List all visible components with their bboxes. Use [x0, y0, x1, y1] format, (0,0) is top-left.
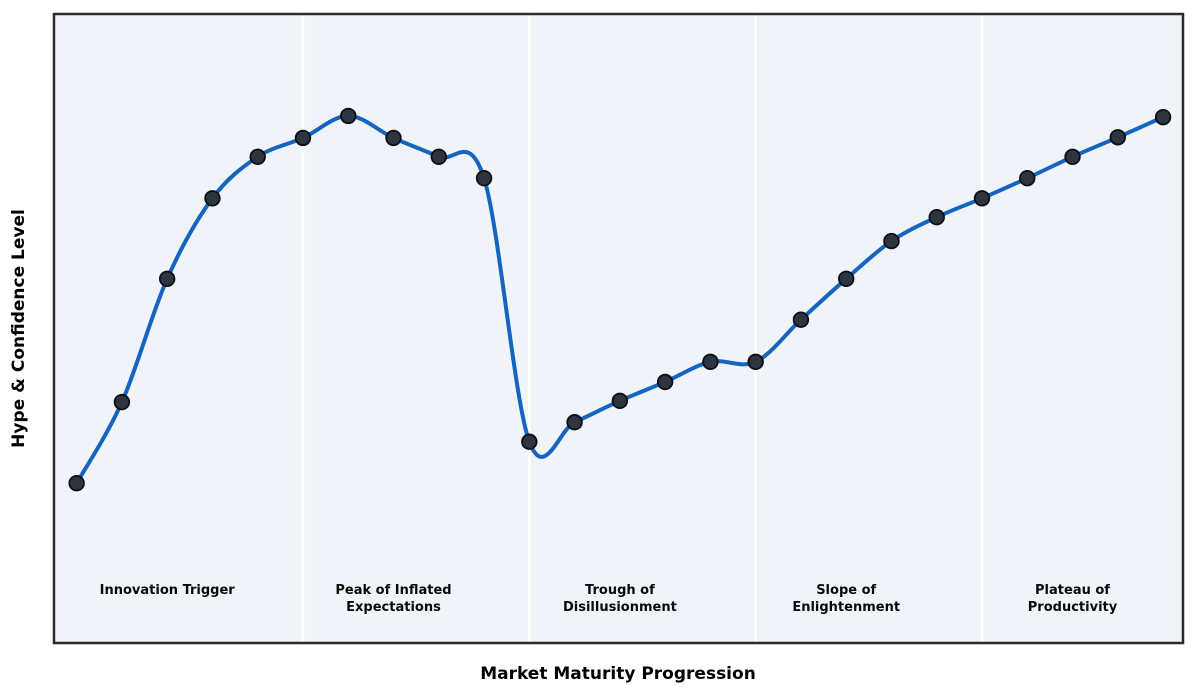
phase-label-line: Peak of Inflated	[335, 583, 451, 598]
data-point-marker	[521, 433, 538, 450]
data-point-marker	[68, 475, 85, 492]
data-point-marker	[1154, 108, 1172, 126]
phase-labels: Innovation Trigger Peak of Inflated Expect…	[100, 583, 1118, 615]
data-point-marker	[340, 107, 357, 125]
phase-label-line: Plateau of	[1035, 583, 1110, 598]
data-point-marker	[430, 148, 447, 165]
data-point-marker	[611, 392, 629, 410]
phase-label: Trough of Disillusionment	[563, 583, 677, 615]
data-point-marker	[702, 353, 719, 371]
data-point-marker	[1064, 148, 1081, 165]
data-point-marker	[973, 190, 991, 207]
phase-label-line: Productivity	[1028, 600, 1118, 615]
phase-label-line: Trough of	[585, 583, 655, 598]
plot-area	[54, 14, 1183, 643]
y-axis-label: Hype & Confidence Level	[9, 209, 29, 448]
data-point-marker	[1109, 129, 1127, 146]
x-axis-label: Market Maturity Progression	[480, 664, 756, 684]
data-point-marker	[249, 148, 266, 165]
plot-border	[52, 12, 1185, 645]
data-point-marker	[204, 190, 221, 207]
data-point-marker	[158, 270, 176, 288]
phase-label: Innovation Trigger	[100, 583, 236, 598]
phase-label-line: Slope of	[816, 583, 876, 598]
phase-label-line: Innovation Trigger	[100, 583, 236, 598]
data-point-marker	[838, 270, 855, 288]
data-point-marker	[385, 129, 402, 147]
data-point-marker	[792, 311, 810, 328]
data-point-marker	[883, 232, 900, 250]
phase-label: Peak of Inflated Expectations	[335, 583, 451, 615]
phase-label-line: Expectations	[346, 600, 441, 615]
data-point-marker	[747, 353, 764, 371]
data-point-marker	[928, 208, 945, 226]
phase-label: Slope of Enlightenment	[792, 583, 900, 615]
data-point-marker	[566, 414, 583, 431]
data-point-marker	[656, 373, 674, 391]
phase-dividers	[301, 15, 984, 642]
data-point-marker	[475, 169, 493, 187]
phase-label-line: Disillusionment	[563, 600, 677, 615]
data-point-marker	[294, 129, 312, 147]
phase-label: Plateau of Productivity	[1028, 583, 1118, 615]
phase-label-line: Enlightenment	[792, 600, 900, 615]
data-point-marker	[113, 393, 131, 411]
data-point-marker	[1019, 169, 1036, 187]
data-point-markers	[68, 107, 1172, 492]
